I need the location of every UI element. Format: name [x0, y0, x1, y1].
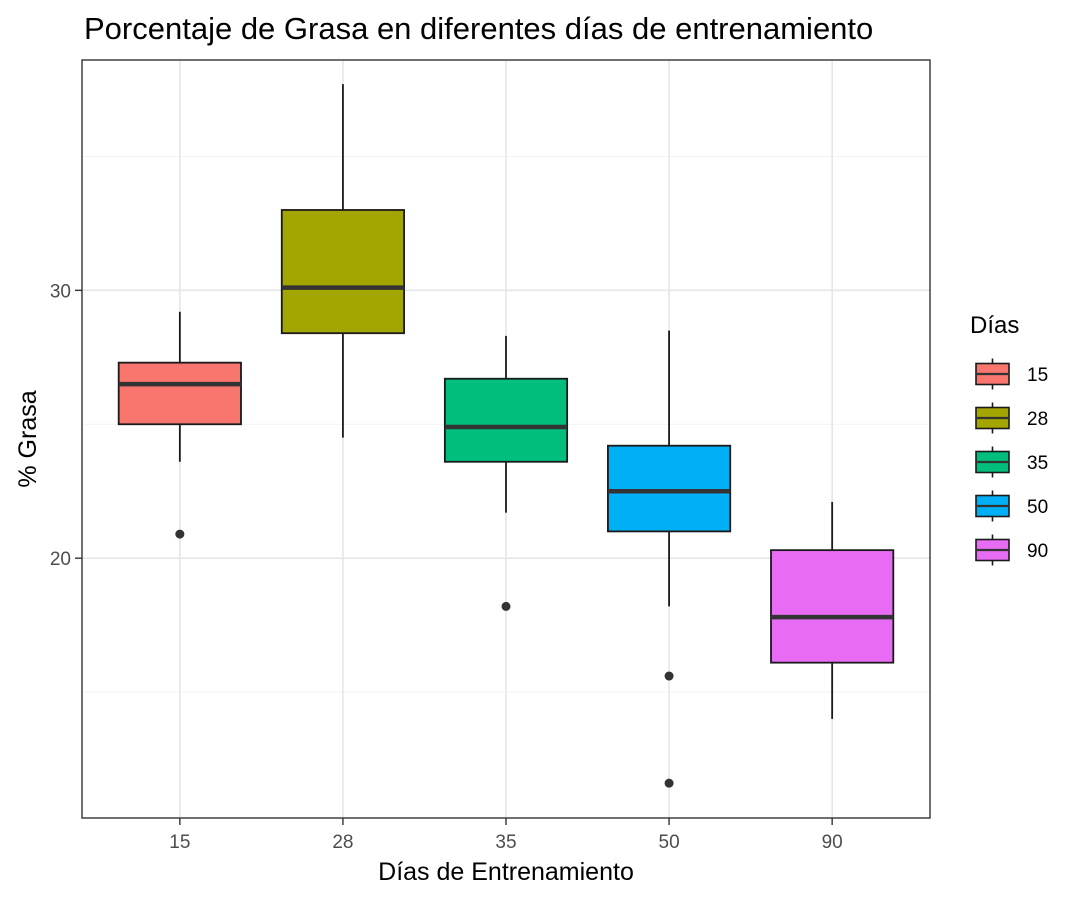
legend-item-28: 28 [975, 402, 1048, 434]
box-iqr [443, 377, 569, 463]
box-iqr [117, 361, 242, 426]
box-iqr [607, 444, 732, 533]
y-tick-label: 30 [50, 281, 71, 302]
legend-label: 35 [1027, 453, 1048, 474]
outlier-point [501, 601, 511, 611]
x-axis-title: Días de Entrenamiento [378, 858, 634, 886]
legend-label: 15 [1027, 365, 1048, 386]
box-50 [607, 330, 732, 788]
legend-item-15: 15 [975, 358, 1048, 390]
x-axis-ticks: 15 28 35 50 90 [169, 818, 843, 853]
legend-item-35: 35 [975, 446, 1048, 478]
outlier-point [175, 529, 185, 539]
chart-title: Porcentaje de Grasa en diferentes días d… [84, 11, 873, 46]
legend-item-50: 50 [975, 490, 1048, 522]
outlier-point [664, 778, 674, 788]
x-tick-label: 15 [169, 832, 190, 853]
legend-title: Días [970, 312, 1019, 339]
x-tick-label: 35 [495, 832, 516, 853]
box-90 [770, 501, 895, 719]
box-35 [443, 335, 569, 611]
x-tick-label: 50 [659, 832, 680, 853]
box-iqr [770, 549, 895, 664]
legend-label: 50 [1027, 497, 1048, 518]
outlier-point [664, 671, 674, 681]
legend-label: 90 [1027, 541, 1048, 562]
legend: Días 15 28 35 50 90 [970, 312, 1048, 566]
box-iqr [280, 209, 405, 335]
x-tick-label: 28 [332, 832, 353, 853]
box-28 [280, 84, 405, 438]
legend-label: 28 [1027, 409, 1048, 430]
y-tick-label: 20 [50, 549, 71, 570]
y-axis-title: % Grasa [14, 390, 42, 487]
box-15 [117, 311, 242, 539]
x-tick-label: 90 [822, 832, 843, 853]
box-series [117, 84, 895, 788]
legend-item-90: 90 [975, 534, 1048, 566]
